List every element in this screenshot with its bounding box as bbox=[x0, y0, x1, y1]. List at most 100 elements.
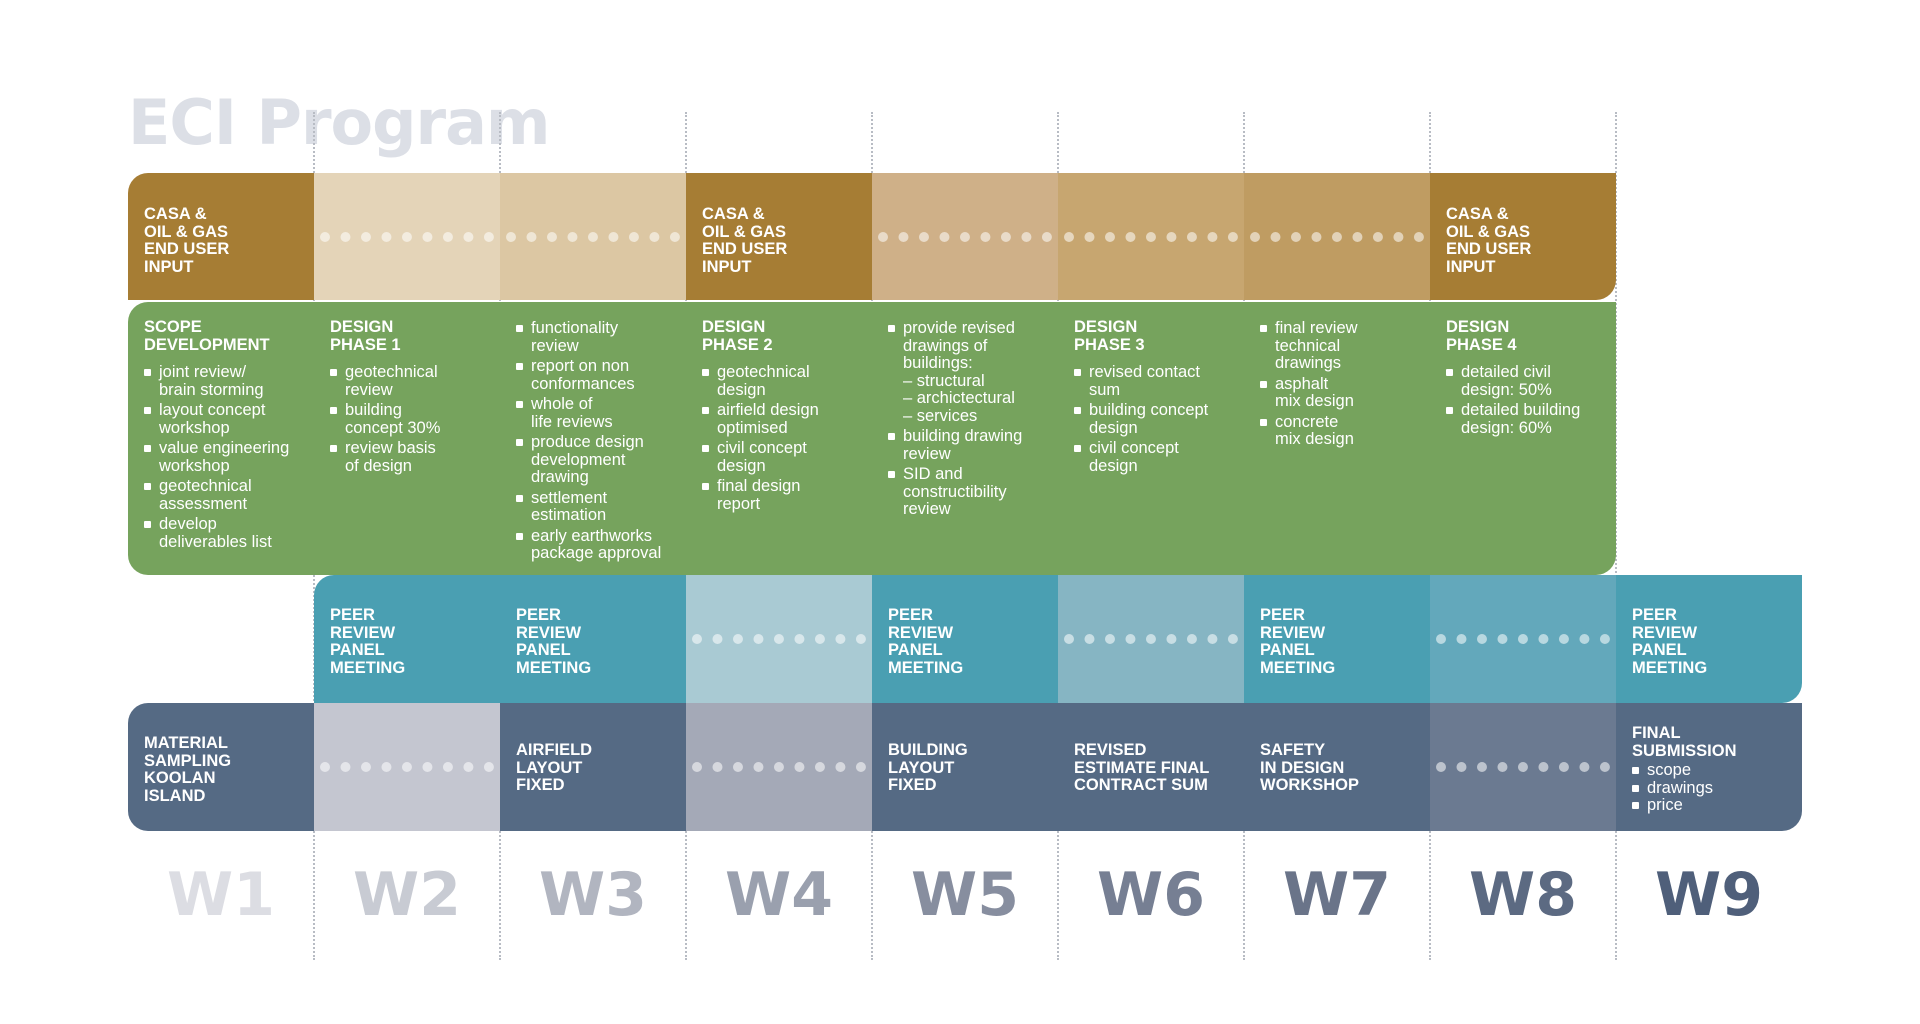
week-label: W2 bbox=[353, 860, 461, 930]
task-item: settlement estimation bbox=[516, 489, 682, 525]
task-item: detailed building design: 60% bbox=[1446, 401, 1612, 437]
deliverable-item: scope bbox=[1632, 761, 1737, 780]
design-phase-block: functionality review report on non conforma… bbox=[516, 319, 682, 566]
peer-review-cell: PEER REVIEW PANEL MEETING bbox=[1244, 575, 1430, 703]
milestone-cell: REVISED ESTIMATE FINAL CONTRACT SUM bbox=[1058, 703, 1244, 831]
end-user-input-cell: CASA & OIL & GAS END USER INPUT bbox=[1430, 173, 1616, 300]
end-user-input-cell bbox=[1058, 173, 1244, 300]
task-item: airfield design optimised bbox=[702, 401, 868, 437]
task-item: geotechnical review bbox=[330, 363, 496, 399]
task-list: joint review/brain storming layout concep… bbox=[144, 363, 310, 551]
task-list: final review technical drawings asphalt mix … bbox=[1260, 319, 1426, 449]
deliverable-list: scope drawings price bbox=[1632, 761, 1737, 815]
deliverable-item: price bbox=[1632, 796, 1737, 815]
end-user-input-label: CASA & OIL & GAS END USER INPUT bbox=[702, 205, 788, 276]
peer-review-label: PEER REVIEW PANEL MEETING bbox=[330, 606, 406, 677]
continuation-dots bbox=[1250, 231, 1424, 242]
task-list: revised contact sum building concept design… bbox=[1074, 363, 1240, 475]
task-item: detailed civil design: 50% bbox=[1446, 363, 1612, 399]
week-label: W4 bbox=[725, 860, 833, 930]
task-item: civil concept design bbox=[702, 439, 868, 475]
task-item: asphalt mix design bbox=[1260, 375, 1426, 411]
design-phase-band bbox=[128, 302, 1616, 575]
end-user-input-cell bbox=[314, 173, 500, 300]
design-phase-block: DESIGN PHASE 2 geotechnical design airfield … bbox=[702, 318, 868, 516]
peer-review-cell bbox=[686, 575, 872, 703]
milestone-cell: BUILDING LAYOUT FIXED bbox=[872, 703, 1058, 831]
task-list: provide revised drawings of buildings: – st… bbox=[888, 319, 1054, 519]
task-item: final design report bbox=[702, 477, 868, 513]
continuation-dots bbox=[506, 231, 680, 242]
week-label: W3 bbox=[539, 860, 647, 930]
task-item: civil concept design bbox=[1074, 439, 1240, 475]
week-divider bbox=[1615, 112, 1617, 960]
milestone-cell: AIRFIELD LAYOUT FIXED bbox=[500, 703, 686, 831]
milestone-label: REVISED ESTIMATE FINAL CONTRACT SUM bbox=[1074, 741, 1210, 794]
milestone-cell bbox=[1430, 703, 1616, 831]
end-user-input-cell: CASA & OIL & GAS END USER INPUT bbox=[128, 173, 314, 300]
continuation-dots bbox=[878, 231, 1052, 242]
continuation-dots bbox=[1064, 634, 1238, 644]
end-user-input-cell bbox=[500, 173, 686, 300]
task-item: provide revised drawings of buildings: – st… bbox=[888, 319, 1054, 425]
week-label: W7 bbox=[1283, 860, 1391, 930]
final-submission-heading: FINAL SUBMISSION bbox=[1632, 724, 1737, 760]
task-list: functionality review report on non conforma… bbox=[516, 319, 682, 563]
peer-review-cell: PEER REVIEW PANEL MEETING bbox=[872, 575, 1058, 703]
peer-review-cell: PEER REVIEW PANEL MEETING bbox=[1616, 575, 1802, 703]
continuation-dots bbox=[1436, 634, 1610, 644]
continuation-dots bbox=[320, 231, 494, 242]
task-list: geotechnical design airfield design optimis… bbox=[702, 363, 868, 513]
continuation-dots bbox=[1436, 762, 1610, 772]
milestone-cell: FINAL SUBMISSION scope drawings price bbox=[1616, 703, 1802, 831]
peer-review-cell: PEER REVIEW PANEL MEETING bbox=[314, 575, 500, 703]
end-user-input-cell: CASA & OIL & GAS END USER INPUT bbox=[686, 173, 872, 300]
task-item: concrete mix design bbox=[1260, 413, 1426, 449]
task-item: develop deliverables list bbox=[144, 515, 310, 551]
week-label: W6 bbox=[1097, 860, 1205, 930]
peer-review-label: PEER REVIEW PANEL MEETING bbox=[888, 606, 964, 677]
peer-review-cell bbox=[1430, 575, 1616, 703]
task-item: functionality review bbox=[516, 319, 682, 355]
design-phase-block: SCOPE DEVELOPMENT joint review/brain storm… bbox=[144, 318, 310, 554]
end-user-input-cell bbox=[872, 173, 1058, 300]
task-item: produce design development drawing bbox=[516, 433, 682, 487]
design-phase-heading: DESIGN PHASE 2 bbox=[702, 318, 773, 354]
task-item: SID and constructibility review bbox=[888, 465, 1054, 519]
task-item: early earthworks package approval bbox=[516, 527, 682, 563]
task-list: detailed civil design: 50% detailed buildi… bbox=[1446, 363, 1612, 437]
peer-review-label: PEER REVIEW PANEL MEETING bbox=[1632, 606, 1708, 677]
task-item: whole of life reviews bbox=[516, 395, 682, 431]
design-phase-block: final review technical drawings asphalt mix … bbox=[1260, 319, 1426, 452]
task-item: final review technical drawings bbox=[1260, 319, 1426, 373]
task-item: building concept 30% bbox=[330, 401, 496, 437]
task-item: building drawing review bbox=[888, 427, 1054, 463]
task-item: layout concept workshop bbox=[144, 401, 310, 437]
design-phase-heading: DESIGN PHASE 3 bbox=[1074, 318, 1145, 354]
diagram-title: ECI Program bbox=[128, 86, 551, 159]
milestone-cell: SAFETY IN DESIGN WORKSHOP bbox=[1244, 703, 1430, 831]
continuation-dots bbox=[1064, 231, 1238, 242]
design-phase-block: DESIGN PHASE 4 detailed civil design: 50% de… bbox=[1446, 318, 1612, 440]
design-phase-block: provide revised drawings of buildings: – st… bbox=[888, 319, 1054, 522]
milestone-label: MATERIAL SAMPLING KOOLAN ISLAND bbox=[144, 734, 232, 805]
end-user-input-cell bbox=[1244, 173, 1430, 300]
week-label: W9 bbox=[1655, 860, 1763, 930]
end-user-input-label: CASA & OIL & GAS END USER INPUT bbox=[1446, 205, 1532, 276]
task-item: joint review/brain storming bbox=[144, 363, 310, 399]
deliverable-item: drawings bbox=[1632, 779, 1737, 798]
task-item: report on non conformances bbox=[516, 357, 682, 393]
continuation-dots bbox=[692, 634, 866, 644]
peer-review-label: PEER REVIEW PANEL MEETING bbox=[516, 606, 592, 677]
continuation-dots bbox=[692, 762, 866, 772]
design-phase-heading: SCOPE DEVELOPMENT bbox=[144, 318, 270, 354]
milestone-label: AIRFIELD LAYOUT FIXED bbox=[516, 741, 593, 794]
final-submission-block: FINAL SUBMISSION scope drawings price bbox=[1632, 724, 1737, 815]
peer-review-cell bbox=[1058, 575, 1244, 703]
milestone-label: BUILDING LAYOUT FIXED bbox=[888, 741, 968, 794]
continuation-dots bbox=[320, 762, 494, 772]
design-phase-heading: DESIGN PHASE 4 bbox=[1446, 318, 1517, 354]
task-item: review basis of design bbox=[330, 439, 496, 475]
task-item: value engineering workshop bbox=[144, 439, 310, 475]
design-phase-block: DESIGN PHASE 3 revised contact sum building … bbox=[1074, 318, 1240, 478]
